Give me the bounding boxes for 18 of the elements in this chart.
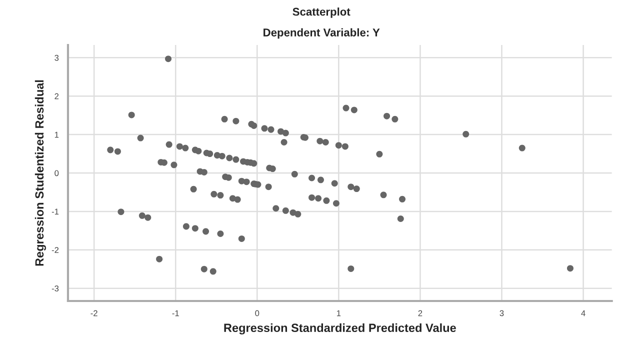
- y-tick-label: 0: [54, 170, 59, 176]
- y-tick-label: -3: [52, 286, 59, 292]
- chart-subtitle: Dependent Variable: Y: [264, 28, 380, 39]
- y-axis-title: Regression Studentized Residual: [34, 80, 46, 266]
- y-tick-label: 2: [54, 93, 59, 100]
- y-tick-label: -2: [52, 247, 59, 253]
- x-tick-label: -2: [90, 310, 98, 316]
- x-tick-label: 3: [500, 310, 504, 316]
- x-tick-label: 4: [581, 310, 586, 316]
- x-tick-label: 1: [336, 310, 341, 316]
- x-tick-label: -1: [172, 310, 179, 316]
- x-axis-title: Regression Standardized Predicted Value: [224, 323, 456, 334]
- y-tick-label: 1: [54, 132, 59, 138]
- x-tick-label: 0: [255, 310, 260, 316]
- chart-title: Scatterplot: [292, 8, 350, 18]
- y-tick-label: -1: [52, 208, 59, 214]
- x-tick-label: 2: [418, 310, 422, 316]
- y-tick-label: 3: [54, 54, 59, 61]
